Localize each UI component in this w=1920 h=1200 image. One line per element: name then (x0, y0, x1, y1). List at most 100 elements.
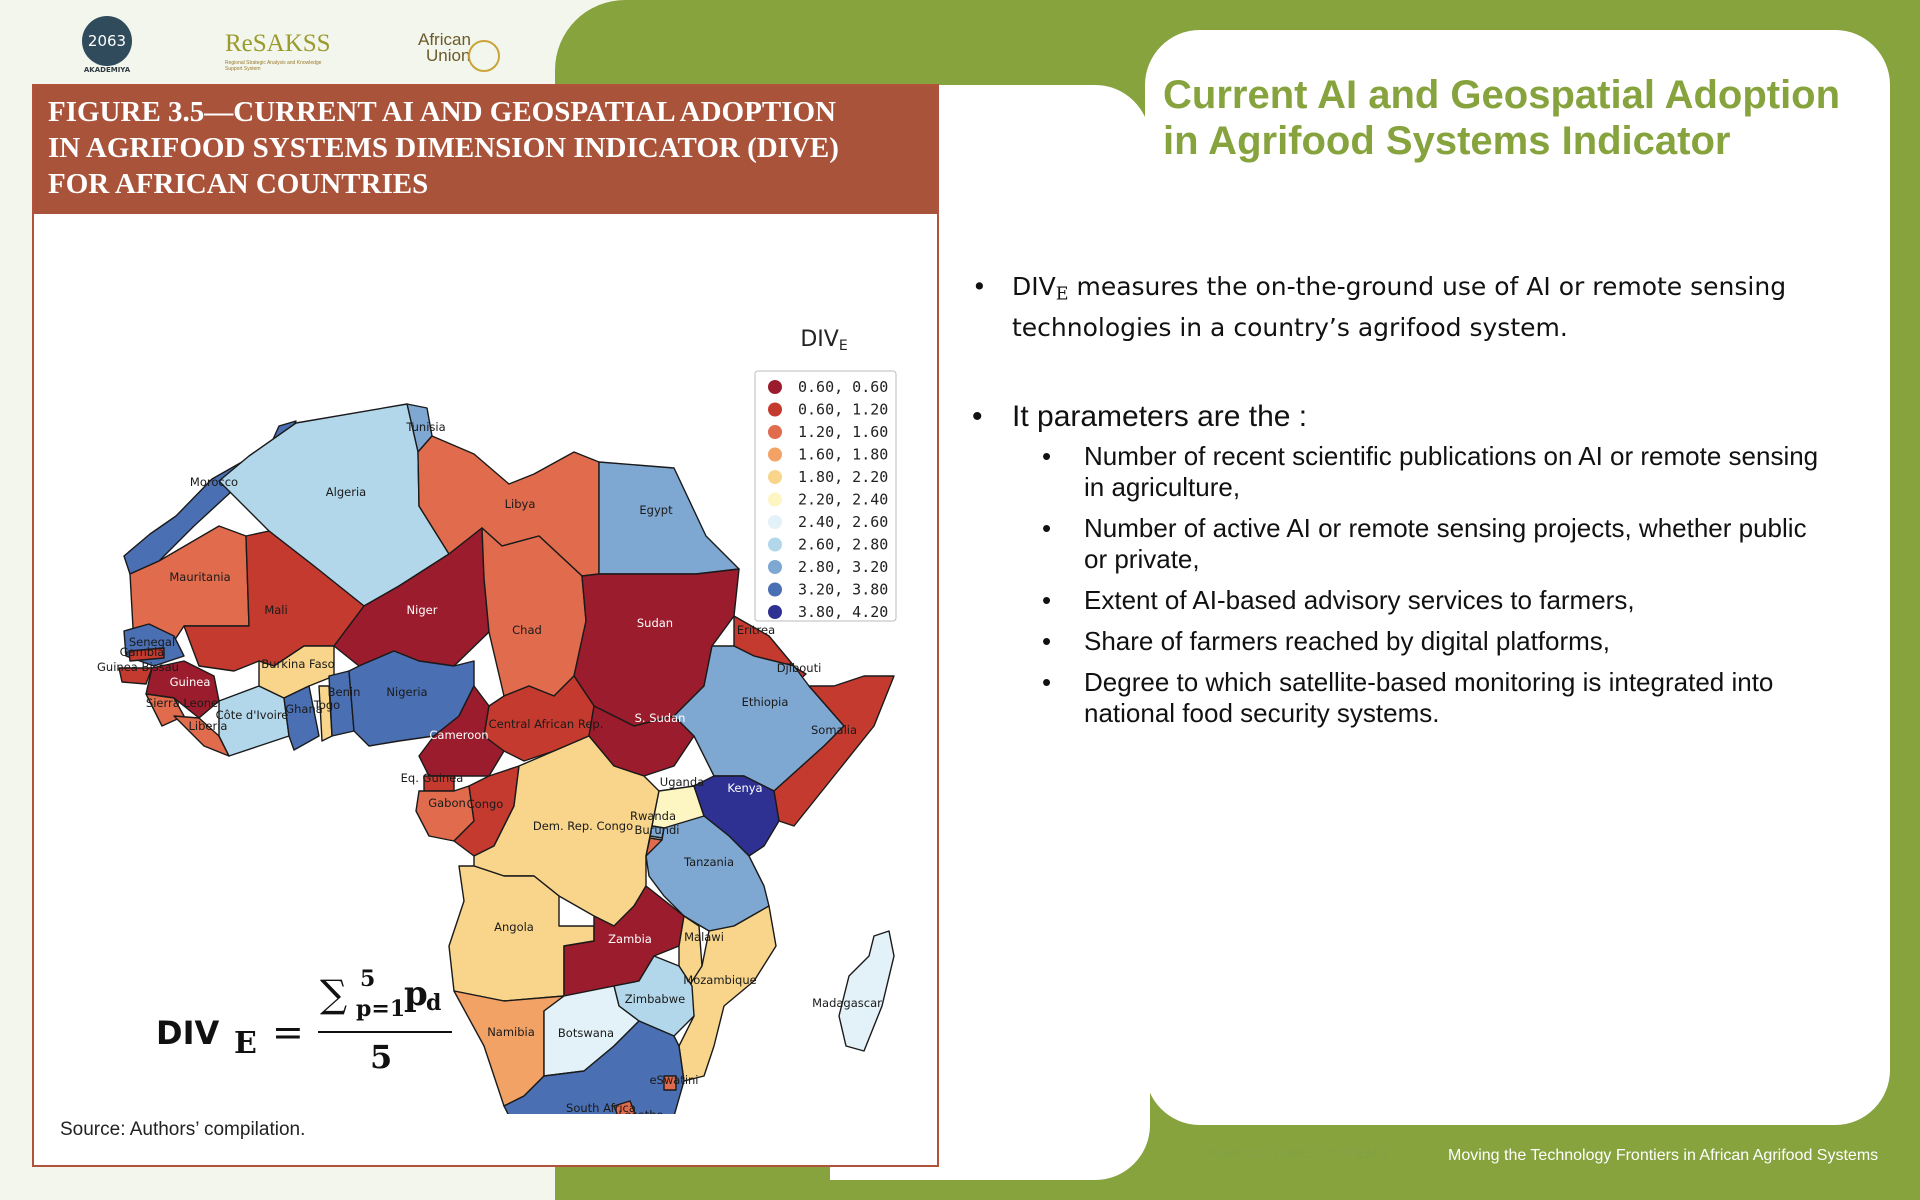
country-shapes (118, 403, 895, 1114)
country-eswatini (663, 1075, 677, 1091)
country-label-burundi: Burundi (635, 823, 680, 837)
parameter-item: • Number of recent scientific publicatio… (1042, 441, 1819, 503)
akademiya-name: AKADEMIYA (83, 66, 131, 74)
country-label-eritrea: Eritrea (737, 623, 775, 637)
country-labels: Tunisia Morocco Algeria Libya Egypt Mauritani… (97, 420, 882, 1114)
country-guinea-bissau (118, 667, 153, 685)
parameter-item: • Degree to which satellite-based monito… (1042, 667, 1774, 729)
country-label-sierra-leone: Sierra Leone (146, 696, 218, 710)
legend-swatch (768, 582, 782, 597)
div-e-formula: DIV E = ∑ 5 p=1 p d 5 (122, 966, 452, 1086)
akademiya-logo: 2063 (82, 16, 132, 66)
country-label-mauritania: Mauritania (169, 570, 230, 584)
legend-label: 3.20, 3.80 (798, 581, 888, 599)
country-sierra-leone (145, 693, 185, 727)
legend-swatch (768, 470, 782, 484)
legend-label: 2.80, 3.20 (798, 558, 888, 576)
parameter-item: • Share of farmers reached by digital pl… (1042, 626, 1611, 657)
legend-swatch (768, 380, 782, 394)
bullet-dot-icon: • (972, 272, 987, 301)
country-label-algeria: Algeria (326, 485, 366, 499)
legend-swatch (768, 447, 782, 462)
country-label-libya: Libya (505, 497, 536, 511)
country-label-tunisia: Tunisia (405, 420, 445, 434)
parameter-item: • Number of active AI or remote sensing … (1042, 513, 1807, 575)
legend-title: DIVE (800, 327, 847, 354)
parameter-item: • Extent of AI-based advisory services t… (1042, 585, 1635, 616)
bullet-dot-icon: • (972, 400, 983, 434)
legend-label: 2.60, 2.80 (798, 536, 888, 554)
country-egypt (598, 461, 740, 575)
bullet-list: • DIVE measures the on-the-ground use of… (966, 270, 1886, 739)
resakss-logo: ReSAKSS (225, 30, 331, 57)
country-label-somalia: Somalia (811, 723, 857, 737)
country-label-benin: Benin (328, 685, 361, 699)
country-label-lesotho: Lesotho (618, 1108, 663, 1114)
country-label-egypt: Egypt (639, 503, 673, 517)
country-label-congo: Congo (467, 797, 504, 811)
country-label-malawi: Malawi (684, 930, 724, 944)
country-label-djibouti: Djibouti (777, 661, 822, 675)
country-label-angola: Angola (494, 920, 534, 934)
african-union-emblem-icon (468, 40, 500, 72)
legend-swatch (768, 560, 782, 574)
country-south-africa (503, 1020, 685, 1114)
country-label-niger: Niger (407, 603, 438, 617)
country-label-south-africa: South Africa (566, 1101, 636, 1114)
bullet-parameters: • It parameters are the : (966, 397, 1886, 437)
country-label-morocco: Morocco (190, 475, 238, 489)
country-label-cameroon: Cameroon (429, 728, 488, 742)
legend-label: 1.80, 2.20 (798, 468, 888, 486)
country-label-guinea-bissau: Guinea-Bissau (97, 660, 179, 674)
country-label-dem-rep-congo: Dem. Rep. Congo (533, 819, 633, 833)
country-label-nigeria: Nigeria (386, 685, 427, 699)
country-label-central-african-rep: Central African Rep. (489, 717, 604, 731)
country-label-madagascar: Madagascar (812, 996, 882, 1010)
legend-swatch (768, 605, 782, 619)
country-madagascar (838, 930, 895, 1052)
right-panel (1145, 30, 1890, 1125)
legend-label: 0.60, 0.60 (798, 378, 888, 396)
country-label-uganda: Uganda (660, 775, 704, 789)
parameter-list: • Number of recent scientific publicatio… (966, 441, 1886, 729)
legend-label: 1.60, 1.80 (798, 446, 888, 464)
country-label-zimbabwe: Zimbabwe (625, 992, 685, 1006)
legend-swatch (768, 492, 782, 507)
africa-choropleth-map: Tunisia Morocco Algeria Libya Egypt Mauritani… (97, 327, 897, 1114)
bullet-definition: • DIVE measures the on-the-ground use of… (972, 272, 1787, 343)
panel-title: Current AI and Geospatial Adoption in Ag… (1163, 73, 1841, 163)
bullet-dot-icon: • (1042, 441, 1052, 472)
footer-faint-text: AGRICULTURE SYSTEMS (1205, 1145, 1388, 1162)
legend-swatch (768, 425, 782, 439)
country-ghana (283, 685, 320, 751)
logo-strip: 2063 AKADEMIYA ReSAKSS Regional Strategi… (60, 10, 530, 80)
country-label-eswatini: eSwatini (649, 1073, 698, 1087)
legend-label: 1.20, 1.60 (798, 423, 888, 441)
bullet-dot-icon: • (1042, 667, 1052, 698)
legend-swatch (768, 537, 782, 552)
country-label-senegal: Senegal (129, 635, 175, 649)
country-somalia (773, 675, 895, 827)
country-label-ethiopia: Ethiopia (742, 695, 789, 709)
country-label-kenya: Kenya (727, 781, 762, 795)
legend-box (754, 370, 897, 622)
fraction-bar (318, 1031, 452, 1033)
country-label-guinea: Guinea (170, 675, 211, 689)
country-label-rwanda: Rwanda (630, 809, 676, 823)
legend-swatch (768, 402, 782, 417)
country-gambia (128, 647, 165, 662)
figure-source: Source: Authors’ compilation. (60, 1119, 306, 1140)
country-label-burkina-faso: Burkina Faso (261, 657, 334, 671)
footer-tagline: Moving the Technology Frontiers in Afric… (1448, 1147, 1879, 1164)
country-label-chad: Chad (512, 623, 542, 637)
country-label-gambia: Gambia (120, 645, 165, 659)
legend-label: 3.80, 4.20 (798, 603, 888, 621)
african-union-logo: African Union (418, 30, 471, 65)
country-label-c-te-d-ivoire: Côte d'Ivoire (216, 708, 289, 722)
country-label-s-sudan: S. Sudan (635, 711, 686, 725)
legend-label: 0.60, 1.20 (798, 401, 888, 419)
country-label-eq-guinea: Eq. Guinea (401, 771, 464, 785)
resakss-tagline: Regional Strategic Analysis and Knowledg… (225, 60, 322, 72)
figure-3-5: FIGURE 3.5—CURRENT AI AND GEOSPATIAL ADO… (32, 84, 939, 1167)
country-label-mozambique: Mozambique (683, 973, 756, 987)
